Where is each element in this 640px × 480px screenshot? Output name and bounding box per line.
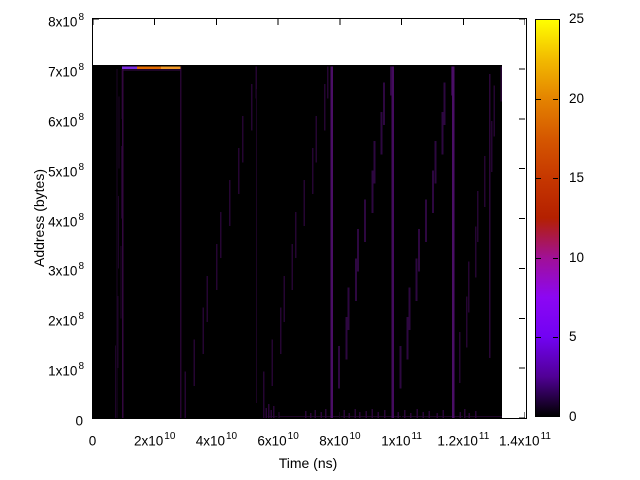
x-axis-title: Time (ns) — [278, 455, 338, 471]
colorbar-tick — [553, 98, 558, 100]
colorbar-tick — [536, 178, 541, 180]
x-tick-label: 0 — [88, 433, 97, 449]
colorbar-tick-label: 10 — [569, 249, 585, 265]
colorbar-tick — [536, 257, 541, 259]
colorbar-tick — [553, 337, 558, 339]
colorbar-tick — [553, 257, 558, 259]
x-tick-label: 1x1011 — [381, 431, 422, 449]
x-tick-label: 2x1010 — [133, 431, 176, 449]
colorbar-tick — [536, 337, 541, 339]
colorbar — [535, 19, 560, 417]
y-tick-label: 4x108 — [48, 211, 84, 230]
y-tick-label: 7x108 — [48, 61, 84, 80]
x-tick-label: 6x1010 — [257, 431, 299, 449]
plot-border — [92, 18, 527, 419]
y-tick-label: 5x108 — [48, 161, 84, 180]
y-tick-label: 3x108 — [48, 261, 84, 279]
x-tick-label: 8x1010 — [319, 431, 361, 449]
heatmap-canvas — [93, 19, 525, 418]
colorbar-tick-label: 15 — [569, 170, 585, 186]
colorbar-tick-label: 20 — [569, 90, 585, 106]
x-tick-label: 1.2x1011 — [437, 431, 490, 449]
y-tick-label: 1x108 — [48, 361, 84, 379]
colorbar-tick — [536, 98, 541, 100]
colorbar-tick — [553, 178, 558, 180]
y-tick-label: 2x108 — [48, 311, 84, 329]
y-tick-label: 8x108 — [48, 12, 84, 30]
x-tick-label: 1.4x1011 — [499, 431, 551, 449]
colorbar-tick-label: 25 — [569, 11, 585, 26]
colorbar-tick-label: 5 — [569, 329, 577, 345]
y-tick-label: 0 — [75, 413, 83, 429]
x-tick-label: 4x1010 — [195, 431, 238, 449]
y-tick-label: 6x108 — [48, 111, 84, 130]
colorbar-tick-label: 0 — [569, 409, 577, 424]
